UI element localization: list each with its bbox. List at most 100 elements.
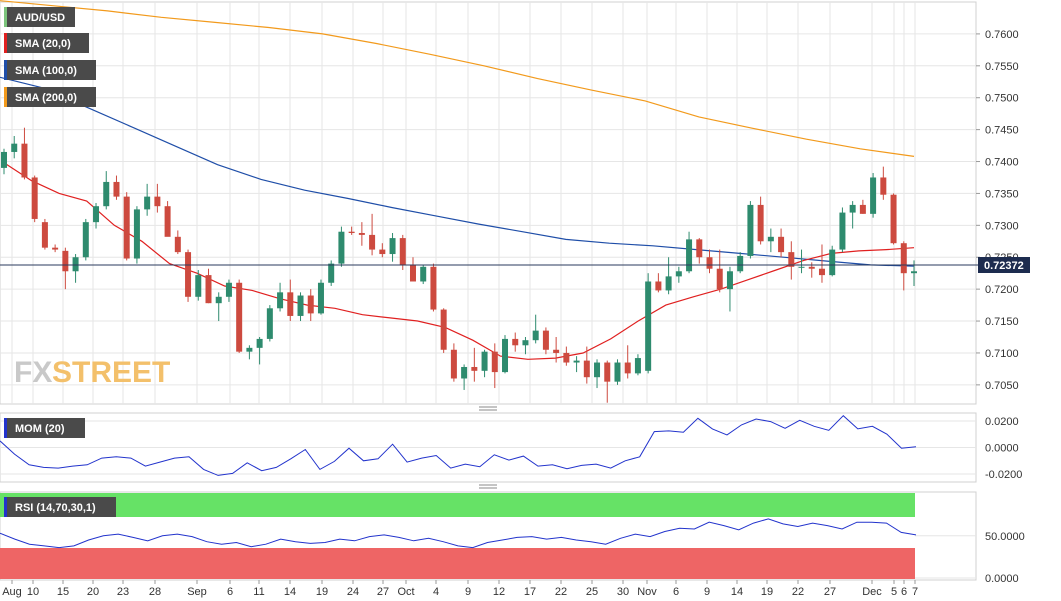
candle (461, 364, 468, 390)
candle-body (726, 271, 733, 290)
date-tick-label: 9 (465, 586, 471, 598)
sma-100-line (0, 76, 915, 267)
candle-body (11, 143, 18, 152)
candle (297, 292, 304, 322)
rsi-axis: 50.0000 0.0000 (985, 531, 1025, 585)
candle (41, 218, 48, 250)
legend-sma100[interactable]: SMA (100,0) (4, 60, 96, 80)
candle (420, 264, 427, 285)
candle (624, 345, 631, 379)
candlesticks (1, 127, 917, 403)
legend-symbol[interactable]: AUD/USD (4, 7, 75, 27)
candle-body (532, 330, 539, 341)
candle (225, 279, 232, 302)
candle-body (522, 340, 529, 346)
candle (113, 175, 120, 200)
legend-sma20[interactable]: SMA (20,0) (4, 33, 89, 53)
candle-body (450, 349, 457, 379)
candle-body (21, 143, 28, 178)
candle (358, 222, 365, 246)
current-price-tag: 0.72372 (978, 257, 1030, 273)
legend-symbol-swatch (4, 7, 7, 27)
candle-body (512, 338, 519, 346)
candle (829, 245, 836, 277)
candle-body (788, 252, 795, 267)
candle (778, 228, 785, 258)
date-tick-label: 19 (316, 586, 328, 598)
rsi-grid (915, 535, 976, 579)
candle-body (430, 266, 437, 310)
candle-body (103, 181, 110, 207)
date-tick-label: Oct (397, 586, 414, 598)
date-tick-label: Nov (637, 586, 657, 598)
candle (164, 201, 171, 237)
candle (103, 171, 110, 210)
candle-body (757, 204, 764, 242)
candle-body (675, 271, 682, 277)
date-tick-label: 22 (555, 586, 567, 598)
candle (1, 148, 7, 175)
candle-body (328, 263, 335, 283)
candle-body (778, 236, 785, 253)
sma-20-line (3, 162, 915, 360)
candle-body (583, 360, 590, 378)
mom-grid (0, 420, 976, 475)
candle (317, 279, 324, 315)
price-tick-label: 0.7500 (985, 93, 1019, 105)
candle (491, 343, 498, 389)
rsi-line (0, 518, 917, 549)
candle-body (62, 250, 69, 272)
candle (716, 249, 723, 293)
date-tick-label: 12 (493, 586, 505, 598)
legend-rsi[interactable]: RSI (14,70,30,1) (4, 497, 116, 517)
candle-body (409, 264, 416, 282)
candle (655, 273, 662, 293)
candle-body (154, 196, 161, 207)
candle-body (133, 209, 140, 259)
candle-body (461, 366, 468, 379)
candle-body (798, 266, 805, 268)
candle-body (614, 362, 621, 382)
legend-rsi-box (4, 497, 116, 517)
price-tick-label: 0.7550 (985, 61, 1019, 73)
date-tick-label: 24 (347, 586, 359, 598)
legend-sma100-label: SMA (100,0) (15, 65, 77, 77)
candle-body (297, 295, 304, 316)
mom-line (0, 415, 917, 476)
date-tick-label: 30 (617, 586, 629, 598)
price-tick-label: 0.7150 (985, 316, 1019, 328)
candle (399, 234, 406, 270)
candle (348, 226, 355, 235)
candle (583, 346, 590, 384)
panel-splitter-1[interactable] (479, 406, 497, 411)
rsi-tick-label: 0.0000 (985, 573, 1019, 585)
legend-mom-label: MOM (20) (15, 423, 65, 435)
candle (195, 270, 202, 301)
candle-body (31, 177, 38, 219)
panel-splitter-2[interactable] (479, 484, 497, 489)
candle-body (52, 247, 59, 250)
date-tick-label: 19 (761, 586, 773, 598)
watermark: FX STREET (14, 356, 170, 389)
candle-body (859, 204, 866, 214)
legend-mom[interactable]: MOM (20) (4, 418, 85, 438)
date-tick-label: 6 (227, 586, 233, 598)
date-tick-label: Sep (187, 586, 207, 598)
candle-body (369, 234, 376, 250)
candle-body (93, 206, 100, 223)
candle (634, 354, 641, 376)
date-tick-label: 15 (57, 586, 69, 598)
candle (256, 337, 263, 365)
candle (788, 241, 795, 280)
candle-body (236, 282, 243, 352)
candle-body (655, 281, 662, 291)
candle-body (338, 231, 345, 264)
date-axis: Aug 10 15 20 23 28 Sep 6 11 14 19 24 27 Oct 4 9 12 17 22 25… (2, 580, 918, 598)
date-tick-label: 20 (87, 586, 99, 598)
candle-body (818, 268, 825, 276)
date-tick-label: 27 (377, 586, 389, 598)
candle-body (594, 362, 601, 378)
rsi-panel: 50.0000 0.0000 RSI (14,70,30,1) (0, 491, 1025, 585)
date-tick-label: 9 (704, 586, 710, 598)
legend-sma200[interactable]: SMA (200,0) (4, 87, 96, 107)
